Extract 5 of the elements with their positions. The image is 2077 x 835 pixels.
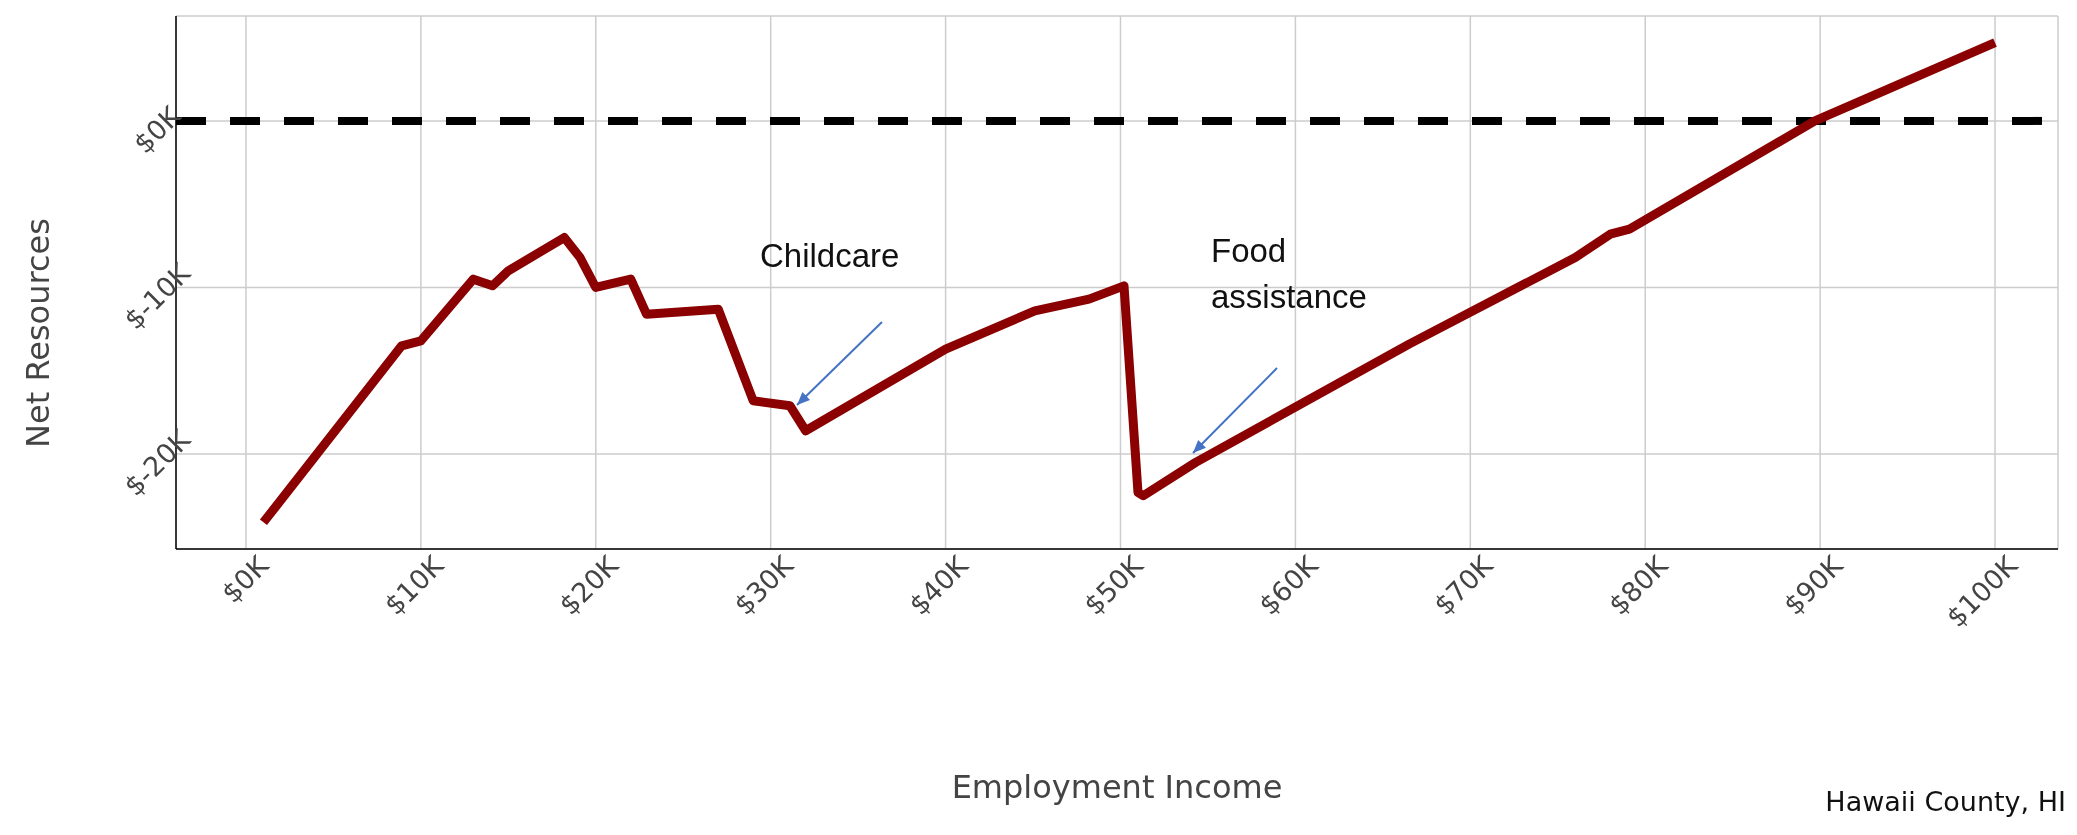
y-axis-title: Net Resources	[19, 218, 58, 448]
x-axis-title: Employment Income	[951, 768, 1283, 806]
annotation: Food assistance	[1211, 231, 1368, 318]
annotation: Childcare	[760, 236, 901, 276]
text: Hawaii County, HI	[1825, 786, 2066, 817]
